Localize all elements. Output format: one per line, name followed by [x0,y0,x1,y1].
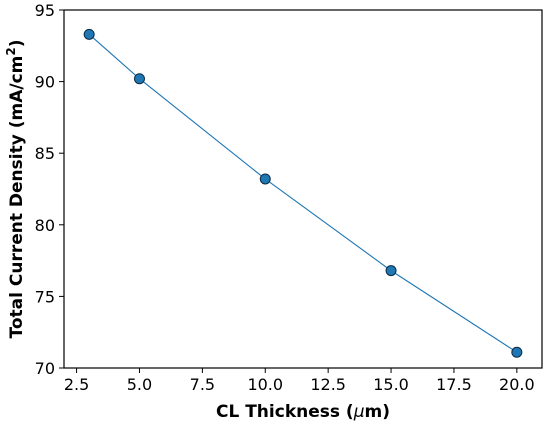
y-axis-ticks: 70 75 80 85 90 95 [35,1,64,378]
x-tick-label: 12.5 [310,375,346,394]
x-tick-label: 15.0 [373,375,409,394]
x-axis-title: CL Thickness (μm) [216,402,390,422]
data-point [83,28,95,40]
x-axis-ticks: 2.5 5.0 7.5 10.0 12.5 15.0 17.5 20.0 [64,368,535,394]
x-tick-label: 20.0 [499,375,535,394]
x-tick-label: 10.0 [247,375,283,394]
series-line [88,33,518,353]
x-tick-label: 2.5 [64,375,89,394]
x-tick-label: 5.0 [127,375,152,394]
x-tick-label: 17.5 [436,375,472,394]
data-point [133,73,145,85]
y-tick-label: 70 [35,359,55,378]
data-point [385,265,397,277]
data-point [511,346,523,358]
data-points [83,28,523,358]
y-tick-label: 95 [35,1,55,20]
plot-frame [63,9,543,369]
data-point [259,173,271,185]
y-tick-label: 85 [35,144,55,163]
x-tick-label: 7.5 [190,375,215,394]
y-tick-label: 75 [35,287,55,306]
y-tick-label: 90 [35,73,55,92]
y-tick-label: 80 [35,216,55,235]
y-axis-title: Total Current Density (mA/cm2) [4,40,27,339]
